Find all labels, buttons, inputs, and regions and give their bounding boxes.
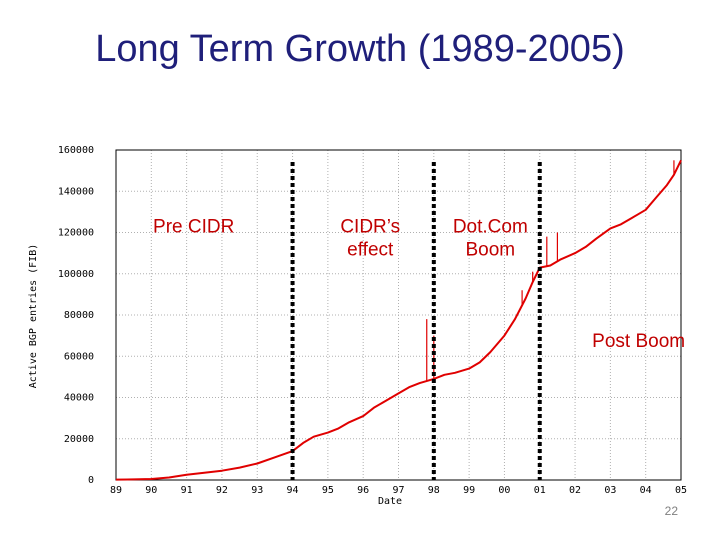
era-annotation: CIDR’s effect: [340, 217, 400, 261]
x-tick-label: 92: [216, 485, 228, 496]
y-tick-label: 160000: [58, 145, 94, 156]
y-tick-label: 100000: [58, 269, 94, 280]
x-tick-label: 95: [322, 485, 334, 496]
slide-title: Long Term Growth (1989-2005): [95, 28, 625, 70]
plot-frame: [115, 149, 682, 481]
grid-lines: [115, 149, 682, 481]
series-group: [115, 159, 682, 481]
era-dividers: [290, 162, 542, 480]
era-annotation: Pre CIDR: [153, 217, 234, 238]
y-tick-label: 120000: [58, 228, 94, 239]
x-tick-label: 05: [675, 485, 687, 496]
x-axis-title: Date: [378, 496, 402, 507]
x-tick-label: 02: [569, 485, 581, 496]
x-tick-label: 99: [463, 485, 475, 496]
x-tick-labels: 89 90 91 92 93 94 95 96 97 98 99 00 01 02 03 04 05: [110, 485, 687, 496]
era-annotation: Dot.Com Boom: [453, 217, 528, 261]
x-tick-label: 00: [498, 485, 510, 496]
x-tick-label: 91: [181, 485, 193, 496]
y-tick-label: 60000: [64, 351, 94, 362]
y-tick-label: 0: [88, 475, 94, 486]
x-tick-label: 93: [251, 485, 263, 496]
x-tick-label: 89: [110, 485, 122, 496]
x-tick-label: 96: [357, 485, 369, 496]
x-tick-label: 04: [640, 485, 652, 496]
slide-number: 22: [664, 504, 678, 518]
y-axis-title: Active BGP entries (FIB): [28, 244, 39, 389]
x-tick-label: 90: [145, 485, 157, 496]
y-tick-label: 40000: [64, 393, 94, 404]
y-tick-labels: 0 20000 40000 60000 80000 100000 120000 140000 1…: [58, 145, 94, 486]
era-annotations: Pre CIDR CIDR’s effect Dot.Com Boom Post Boom: [153, 217, 685, 352]
x-tick-label: 01: [534, 485, 546, 496]
x-tick-label: 94: [287, 485, 299, 496]
x-tick-label: 98: [428, 485, 440, 496]
era-annotation: Post Boom: [592, 331, 685, 352]
x-tick-label: 03: [604, 485, 616, 496]
y-tick-label: 140000: [58, 186, 94, 197]
y-tick-label: 20000: [64, 434, 94, 445]
x-tick-label: 97: [392, 485, 404, 496]
y-tick-label: 80000: [64, 310, 94, 321]
series-line: [115, 159, 682, 481]
